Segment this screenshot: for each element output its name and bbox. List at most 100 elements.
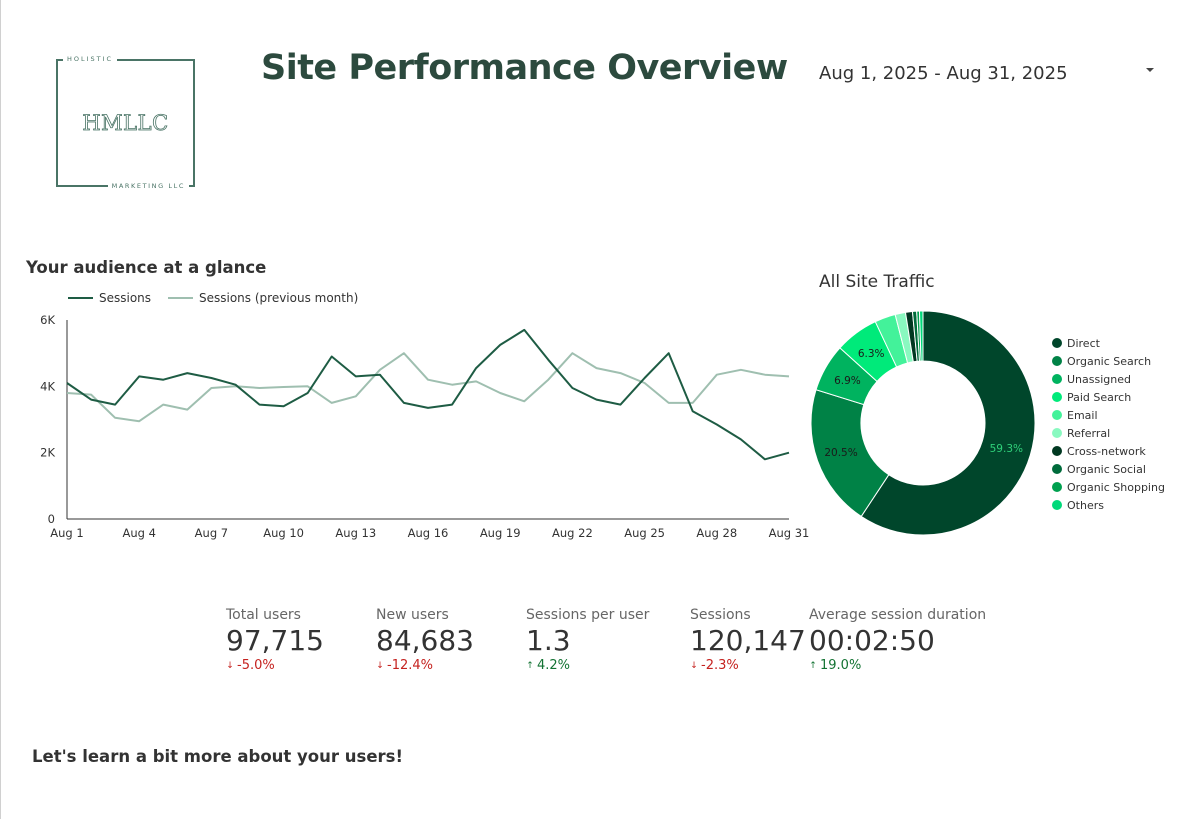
kpi-new-users: New users 84,683 ↓ -12.4%: [376, 607, 474, 673]
logo-bottom-text: MARKETING LLC: [107, 182, 189, 190]
legend-label: Referral: [1067, 426, 1111, 440]
logo-top-text: HOLISTIC: [63, 55, 118, 63]
legend-item-organic-shopping[interactable]: Organic Shopping: [1052, 478, 1165, 496]
x-tick-label: Aug 1: [50, 526, 83, 540]
arrow-down-icon: ↓: [690, 660, 698, 671]
traffic-donut-chart: 59.3% 20.5% 6.9% 6.3%: [810, 310, 1036, 536]
kpi-label: Sessions: [690, 607, 751, 623]
logo-mark: HMLLC: [82, 111, 169, 136]
x-tick-label: Aug 13: [335, 526, 376, 540]
legend-label: Sessions (previous month): [199, 291, 358, 305]
arrow-down-icon: ↓: [226, 660, 234, 671]
donut-slice-label: 6.3%: [858, 348, 885, 360]
line-chart-legend: Sessions Sessions (previous month): [68, 291, 358, 305]
kpi-label: Total users: [226, 607, 301, 623]
legend-label: Direct: [1067, 336, 1100, 350]
legend-item-paid-search[interactable]: Paid Search: [1052, 388, 1165, 406]
legend-item-email[interactable]: Email: [1052, 406, 1165, 424]
legend-item-direct[interactable]: Direct: [1052, 334, 1165, 352]
y-tick-label: 2K: [40, 446, 55, 460]
kpi-delta: ↓ -5.0%: [226, 658, 324, 673]
legend-item-referral[interactable]: Referral: [1052, 424, 1165, 442]
kpi-delta: ↑ 19.0%: [809, 658, 986, 673]
donut-slice-label: 6.9%: [834, 375, 861, 387]
legend-label: Email: [1067, 408, 1098, 422]
kpi-delta-value: 19.0%: [820, 658, 862, 673]
legend-swatch: [1052, 374, 1062, 384]
kpi-value: 120,147: [690, 624, 806, 657]
series-line-previous-month[interactable]: [66, 352, 790, 423]
legend-item-others[interactable]: Others: [1052, 496, 1165, 514]
legend-item-cross-network[interactable]: Cross-network: [1052, 442, 1165, 460]
legend-swatch: [1052, 482, 1062, 492]
x-tick-label: Aug 4: [122, 526, 155, 540]
section-title-users: Let's learn a bit more about your users!: [32, 747, 404, 766]
kpi-delta-value: -2.3%: [701, 658, 739, 673]
arrow-up-icon: ↑: [526, 660, 534, 671]
kpi-delta-value: -12.4%: [387, 658, 433, 673]
page-title: Site Performance Overview: [261, 48, 788, 88]
legend-label: Organic Social: [1067, 462, 1146, 476]
traffic-chart-title: All Site Traffic: [819, 272, 935, 292]
x-tick-label: Aug 22: [552, 526, 593, 540]
legend-swatch: [1052, 356, 1062, 366]
kpi-delta: ↑ 4.2%: [526, 658, 649, 673]
legend-item-0[interactable]: Sessions: [68, 291, 151, 305]
company-logo: HOLISTIC HMLLC MARKETING LLC: [56, 55, 195, 190]
donut-slice-direct[interactable]: [860, 310, 1036, 536]
legend-label: Unassigned: [1067, 372, 1131, 386]
arrow-down-icon: ↓: [376, 660, 384, 671]
date-range-selector[interactable]: Aug 1, 2025 - Aug 31, 2025: [808, 56, 1160, 90]
kpi-value: 97,715: [226, 624, 324, 657]
kpi-delta: ↓ -2.3%: [690, 658, 806, 673]
y-tick-label: 0: [48, 512, 55, 526]
x-tick-label: Aug 16: [408, 526, 449, 540]
x-tick-label: Aug 7: [195, 526, 228, 540]
kpi-delta-value: -5.0%: [237, 658, 275, 673]
kpi-delta-value: 4.2%: [537, 658, 571, 673]
x-tick-label: Aug 19: [480, 526, 521, 540]
x-tick-label: Aug 10: [263, 526, 304, 540]
legend-label: Cross-network: [1067, 444, 1146, 458]
legend-item-organic-social[interactable]: Organic Social: [1052, 460, 1165, 478]
traffic-legend: Direct Organic Search Unassigned Paid Searc…: [1052, 334, 1165, 514]
x-tick-label: Aug 31: [769, 526, 810, 540]
legend-label: Others: [1067, 498, 1104, 512]
legend-item-1[interactable]: Sessions (previous month): [168, 291, 358, 305]
kpi-value: 00:02:50: [809, 624, 935, 657]
arrow-up-icon: ↑: [809, 660, 817, 671]
y-tick-label: 4K: [40, 379, 55, 393]
legend-swatch: [1052, 392, 1062, 402]
legend-swatch: [1052, 410, 1062, 420]
kpi-average-session-duration: Average session duration 00:02:50 ↑ 19.0%: [809, 607, 986, 673]
legend-label: Sessions: [99, 291, 151, 305]
x-tick-label: Aug 25: [624, 526, 665, 540]
legend-swatch: [1052, 464, 1062, 474]
date-range-text: Aug 1, 2025 - Aug 31, 2025: [819, 62, 1068, 84]
kpi-sessions-per-user: Sessions per user 1.3 ↑ 4.2%: [526, 607, 649, 673]
legend-label: Paid Search: [1067, 390, 1132, 404]
legend-item-organic-search[interactable]: Organic Search: [1052, 352, 1165, 370]
kpi-label: Sessions per user: [526, 607, 650, 623]
kpi-label: Average session duration: [809, 607, 987, 623]
series-line-sessions[interactable]: [66, 328, 790, 461]
x-tick-label: Aug 28: [696, 526, 737, 540]
donut-slice-label: 20.5%: [824, 447, 857, 459]
legend-swatch: [1052, 500, 1062, 510]
legend-label: Organic Search: [1067, 354, 1152, 368]
kpi-label: New users: [376, 607, 449, 623]
left-border: [0, 0, 1, 819]
chevron-down-icon[interactable]: [1146, 68, 1154, 72]
section-title-audience: Your audience at a glance: [26, 258, 267, 277]
kpi-value: 84,683: [376, 624, 474, 657]
legend-swatch: [1052, 338, 1062, 348]
sessions-line-chart: Sessions Sessions (previous month) 0 2K 4K 6K…: [40, 291, 810, 540]
donut-slice-others[interactable]: [918, 310, 924, 362]
kpi-delta: ↓ -12.4%: [376, 658, 474, 673]
legend-swatch: [1052, 428, 1062, 438]
kpi-total-users: Total users 97,715 ↓ -5.0%: [226, 607, 324, 673]
kpi-sessions: Sessions 120,147 ↓ -2.3%: [690, 607, 806, 673]
legend-item-unassigned[interactable]: Unassigned: [1052, 370, 1165, 388]
y-tick-label: 6K: [40, 313, 55, 327]
legend-label: Organic Shopping: [1067, 480, 1165, 494]
